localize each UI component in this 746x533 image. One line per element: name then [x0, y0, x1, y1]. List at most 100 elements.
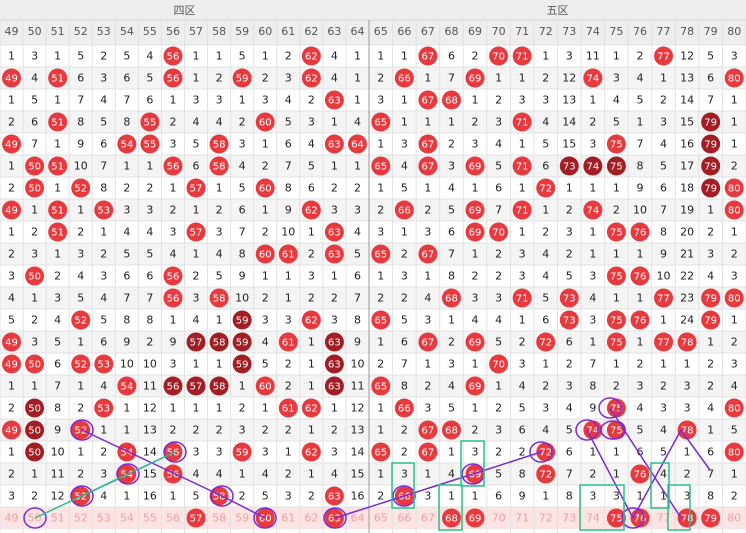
column-label: 69	[468, 25, 482, 38]
omission-count: 4	[519, 380, 526, 393]
omission-count: 9	[636, 182, 643, 195]
column-label: 49	[5, 25, 19, 38]
hit-number: 80	[728, 404, 741, 415]
hit-ball	[324, 332, 344, 352]
hit-number: 73	[563, 294, 576, 305]
omission-count: 11	[143, 380, 157, 393]
omission-count: 2	[495, 446, 502, 459]
hit-ball	[48, 112, 68, 132]
hit-ball	[606, 156, 626, 176]
omission-count: 3	[100, 270, 107, 283]
omission-count: 2	[401, 248, 408, 261]
hit-number: 52	[74, 426, 87, 437]
omission-count: 7	[448, 248, 455, 261]
omission-count: 5	[660, 160, 667, 173]
hit-number: 56	[167, 294, 180, 305]
omission-count: 10	[350, 358, 364, 371]
hit-ball	[701, 310, 721, 330]
picked-number: 75	[610, 514, 623, 525]
hit-ball	[163, 68, 183, 88]
column-label: 67	[421, 25, 435, 38]
omission-count: 4	[31, 72, 38, 85]
hit-number: 77	[657, 294, 670, 305]
omission-count: 6	[495, 490, 502, 503]
omission-count: 6	[448, 50, 455, 63]
hit-number: 63	[328, 492, 341, 503]
hit-ball	[209, 134, 229, 154]
omission-count: 2	[495, 94, 502, 107]
hit-number: 63	[328, 228, 341, 239]
omission-count: 5	[193, 138, 200, 151]
omission-count: 1	[100, 226, 107, 239]
omission-count: 10	[120, 358, 134, 371]
omission-count: 2	[377, 358, 384, 371]
hit-ball	[186, 332, 206, 352]
omission-count: 4	[100, 490, 107, 503]
omission-count: 4	[331, 468, 338, 481]
picked-ball	[186, 508, 206, 528]
row-bg	[0, 265, 746, 287]
omission-count: 1	[684, 446, 691, 459]
omission-count: 5	[100, 116, 107, 129]
omission-count: 1	[308, 226, 315, 239]
hit-number: 62	[305, 74, 318, 85]
omission-count: 1	[731, 314, 738, 327]
hit-ball	[232, 354, 252, 374]
omission-count: 1	[308, 358, 315, 371]
omission-count: 4	[401, 160, 408, 173]
omission-count: 3	[8, 490, 15, 503]
hit-number: 53	[97, 206, 110, 217]
omission-count: 6	[193, 160, 200, 173]
omission-count: 2	[285, 468, 292, 481]
omission-count: 2	[8, 248, 15, 261]
omission-count: 1	[636, 336, 643, 349]
omission-count: 3	[31, 336, 38, 349]
omission-count: 10	[74, 160, 88, 173]
omission-count: 1	[331, 402, 338, 415]
omission-count: 8	[519, 468, 526, 481]
hit-ball	[418, 420, 438, 440]
picked-number: 68	[445, 514, 458, 525]
omission-count: 1	[239, 94, 246, 107]
omission-count: 7	[31, 138, 38, 151]
row-bg	[0, 287, 746, 309]
omission-count: 6	[146, 94, 153, 107]
omission-count: 1	[193, 358, 200, 371]
column-label: 78	[680, 25, 694, 38]
omission-count: 2	[613, 204, 620, 217]
row-bg	[0, 133, 746, 155]
hit-ball	[724, 398, 744, 418]
omission-count: 1	[589, 336, 596, 349]
hit-number: 67	[422, 338, 435, 349]
omission-count: 9	[123, 336, 130, 349]
omission-count: 1	[707, 424, 714, 437]
hit-number: 69	[469, 228, 482, 239]
hit-number: 56	[167, 74, 180, 85]
omission-count: 3	[424, 490, 431, 503]
hit-number: 68	[445, 96, 458, 107]
omission-count: 6	[31, 116, 38, 129]
omission-count: 1	[566, 182, 573, 195]
column-label: 59	[235, 25, 249, 38]
omission-count: 1	[731, 94, 738, 107]
omission-count: 7	[54, 380, 61, 393]
omission-count: 5	[262, 490, 269, 503]
omission-count: 1	[308, 424, 315, 437]
omission-count: 8	[77, 116, 84, 129]
column-label: 53	[97, 25, 111, 38]
omission-count: 3	[684, 490, 691, 503]
omission-count: 7	[660, 204, 667, 217]
hit-ball	[371, 112, 391, 132]
omission-count: 4	[566, 402, 573, 415]
omission-count: 12	[680, 50, 694, 63]
hit-number: 56	[167, 470, 180, 481]
omission-count: 5	[8, 314, 15, 327]
omission-count: 1	[589, 94, 596, 107]
omission-count: 5	[401, 182, 408, 195]
omission-count: 2	[660, 94, 667, 107]
hit-ball	[630, 266, 650, 286]
picked-ball	[701, 508, 721, 528]
omission-count: 4	[123, 226, 130, 239]
hit-ball	[48, 68, 68, 88]
omission-count: 1	[613, 248, 620, 261]
